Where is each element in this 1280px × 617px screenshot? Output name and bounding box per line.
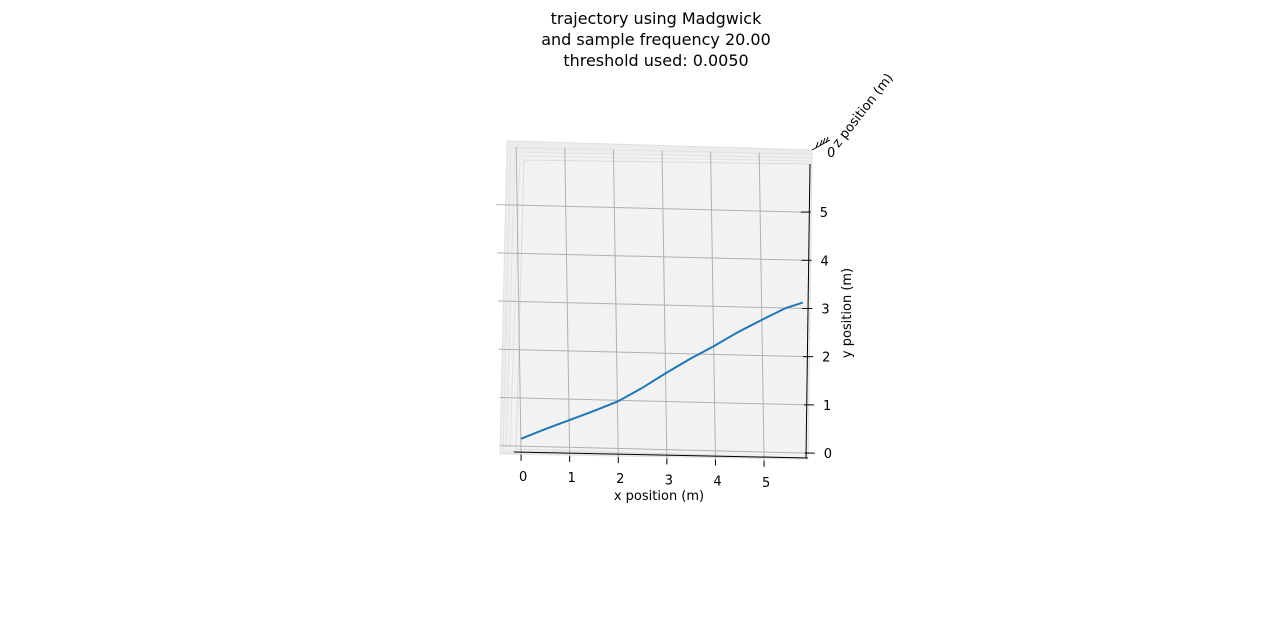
title-line-1: trajectory using Madgwick [550,9,762,28]
z-tick-label-0: 0 [827,146,835,161]
grid-lines [496,146,808,461]
grid-x-4 [710,151,716,460]
y-tick-label-2: 2 [822,351,830,366]
x-tick-label-4: 4 [713,475,721,490]
grid-y-5 [496,204,804,213]
y-tick-label-5: 5 [820,206,828,221]
z-axis-line [811,139,831,151]
grid-y-0 [500,445,808,454]
grid-y-4 [497,252,805,261]
x-tick-label-0: 0 [519,470,527,485]
title-line-2: and sample frequency 20.00 [541,30,771,49]
grid-x-5 [758,152,765,461]
y-tick-label-1: 1 [823,399,831,414]
y-tick-label-0: 0 [824,447,832,462]
grid-y-2 [498,348,807,358]
x-tick-label-1: 1 [568,471,576,486]
pane-back [499,140,813,460]
title-line-3: threshold used: 0.0050 [563,51,749,70]
x-axis-label: x position (m) [614,489,704,504]
x-tick-label-3: 3 [665,473,673,488]
y-axis-label: y position (m) [840,268,855,358]
z-ticks [815,136,829,149]
trajectory-line [520,301,804,440]
x-axis-line [513,451,809,459]
x-tick-label-2: 2 [616,472,624,487]
y-axis-line [805,163,811,459]
grid-x-2 [612,149,619,458]
x-tick-label-5: 5 [762,476,770,491]
tick-labels: 0 1 2 3 4 5 0 1 2 3 4 5 [519,206,832,491]
chart-title: trajectory using Madgwick and sample fre… [456,8,856,71]
tick-marks [520,211,815,467]
z-axis-label: z position (m) [830,71,897,151]
grid-y-1 [499,396,807,406]
grid-x-0 [515,146,522,455]
grid-y-3 [498,300,806,309]
y-tick-label-4: 4 [821,254,829,269]
grid-x-3 [661,150,668,459]
y-tick-label-3: 3 [821,302,829,317]
grid-x-1 [564,147,571,457]
